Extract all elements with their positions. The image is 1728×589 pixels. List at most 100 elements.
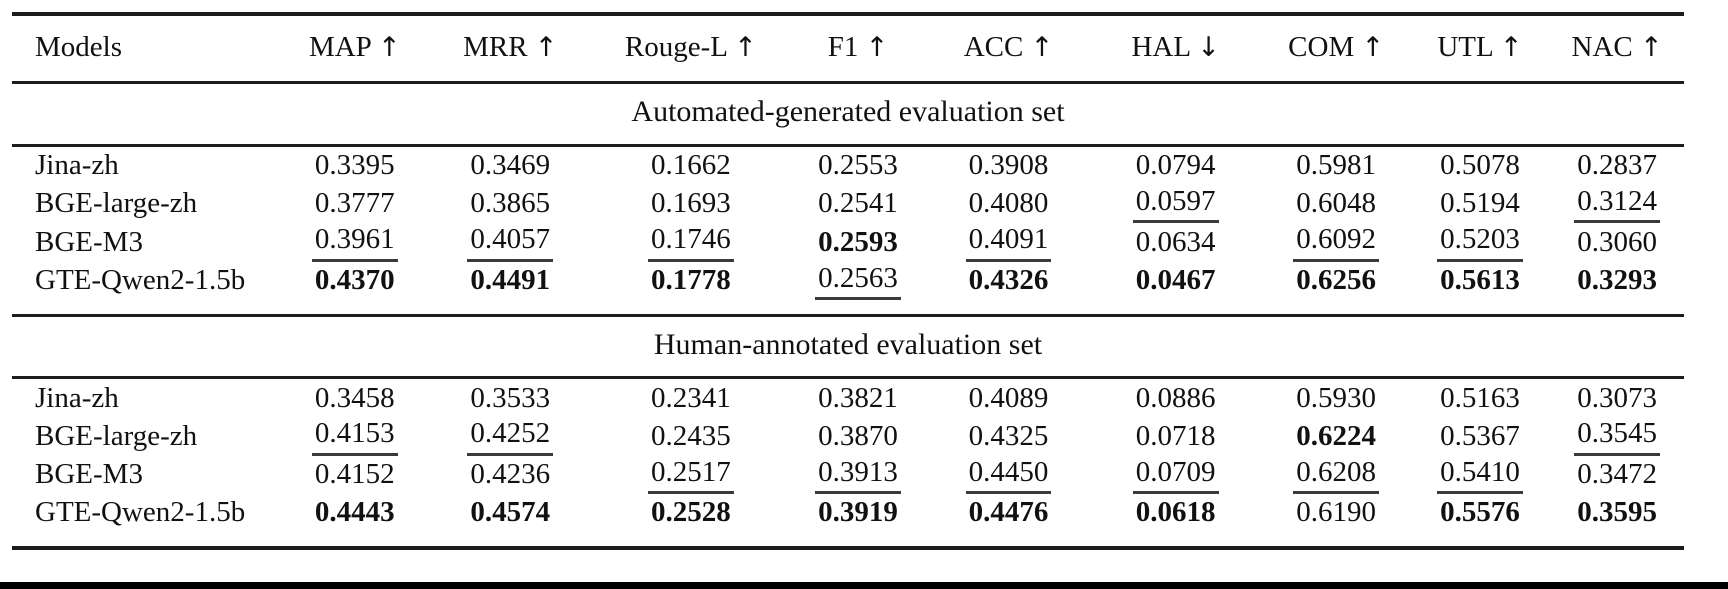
model-name-cell: GTE-Qwen2-1.5b xyxy=(12,261,283,317)
up-arrow-icon: ↑ xyxy=(534,32,558,63)
metric-value: 0.2528 xyxy=(650,496,731,529)
metric-value: 0.2593 xyxy=(818,225,898,258)
metric-value-cell: 0.1746 xyxy=(594,223,788,262)
table-section: Automated-generated evaluation set Jina-z… xyxy=(12,82,1684,317)
metric-value: 0.2837 xyxy=(1577,149,1657,182)
metric-value-cell: 0.6092 xyxy=(1263,223,1410,262)
model-name-cell: BGE-M3 xyxy=(35,225,143,258)
table-header: Models MAP ↑ MRR ↑ Rouge-L ↑ F1 ↑ ACC ↑ HAL ↓ C… xyxy=(12,14,1684,85)
metric-value-cell: 0.2593 xyxy=(788,223,928,261)
column-header-nac: NAC ↑ xyxy=(1550,14,1684,85)
metric-value-cell: 0.2341 xyxy=(594,378,788,418)
model-name-cell: Jina-zh xyxy=(35,149,119,182)
metric-value-cell: 0.0794 xyxy=(1089,145,1263,185)
metric-value-cell: 0.3469 xyxy=(427,145,594,185)
metric-value-cell: 0.6224 xyxy=(1263,417,1410,455)
up-arrow-icon: ↑ xyxy=(377,32,401,63)
results-table: Models MAP ↑ MRR ↑ Rouge-L ↑ F1 ↑ ACC ↑ HAL ↓ C… xyxy=(12,12,1684,551)
metric-value-cell: 0.3865 xyxy=(427,185,594,223)
metric-value: 0.2553 xyxy=(818,149,898,182)
metric-value-cell: 0.1693 xyxy=(594,185,788,223)
column-header-f1: F1 ↑ xyxy=(787,14,929,85)
metric-value: 0.3961 xyxy=(311,223,398,262)
metric-value-cell: 0.3293 xyxy=(1550,261,1684,317)
metric-value-cell: 0.3472 xyxy=(1550,456,1684,494)
metric-value: 0.3913 xyxy=(815,456,901,495)
metric-value: 0.6224 xyxy=(1296,419,1377,452)
table-section: Human-annotated evaluation set Jina-zh 0.3… xyxy=(12,315,1684,550)
metric-value-cell: 0.2553 xyxy=(788,145,928,185)
model-name-cell: Jina-zh xyxy=(35,381,119,414)
metric-value-cell: 0.2837 xyxy=(1550,145,1684,185)
metric-value: 0.0794 xyxy=(1135,149,1216,182)
metric-value-cell: 0.0718 xyxy=(1089,417,1263,455)
metric-value-cell: 0.2563 xyxy=(787,261,929,317)
table-row: Jina-zh 0.3395 0.3469 0.1662 0.2553 0.3908 0.0… xyxy=(12,145,1684,185)
metric-value-cell: 0.0618 xyxy=(1088,494,1263,550)
metric-value-cell: 0.1662 xyxy=(594,145,788,185)
metric-value-cell: 0.3395 xyxy=(283,145,427,185)
metric-value-cell: 0.4089 xyxy=(928,378,1089,418)
metric-value: 0.4057 xyxy=(467,223,554,262)
up-arrow-icon: ↑ xyxy=(1640,32,1663,63)
metric-value: 0.3469 xyxy=(470,149,551,182)
metric-value: 0.4491 xyxy=(470,264,551,297)
metric-value-cell: 0.4443 xyxy=(282,494,427,550)
metric-value-cell: 0.3913 xyxy=(788,456,928,495)
metric-value-cell: 0.4236 xyxy=(427,456,594,494)
metric-value: 0.5930 xyxy=(1296,381,1377,414)
metric-value: 0.3395 xyxy=(314,149,395,182)
metric-value: 0.5576 xyxy=(1440,496,1520,529)
metric-value: 0.4574 xyxy=(470,496,551,529)
metric-value: 0.5613 xyxy=(1440,264,1520,297)
metric-value-cell: 0.4326 xyxy=(928,261,1089,317)
metric-value: 0.4152 xyxy=(314,458,395,491)
column-label: NAC xyxy=(1571,31,1633,63)
metric-value: 0.0618 xyxy=(1135,496,1216,529)
metric-value: 0.4080 xyxy=(968,187,1049,220)
metric-value-cell: 0.5194 xyxy=(1410,185,1550,223)
metric-value-cell: 0.0467 xyxy=(1088,261,1263,317)
column-header-com: COM ↑ xyxy=(1262,14,1410,85)
metric-value-cell: 0.6190 xyxy=(1262,494,1410,550)
metric-value-cell: 0.0709 xyxy=(1089,456,1263,495)
metric-value: 0.4089 xyxy=(968,381,1049,414)
metric-value: 0.4252 xyxy=(467,417,554,456)
metric-value-cell: 0.5930 xyxy=(1263,378,1410,418)
metric-value: 0.1662 xyxy=(650,149,731,182)
metric-value-cell: 0.0597 xyxy=(1089,185,1263,224)
metric-value-cell: 0.0886 xyxy=(1089,378,1263,418)
metric-value-cell: 0.3545 xyxy=(1550,417,1684,456)
metric-value-cell: 0.3777 xyxy=(283,185,427,223)
metric-value-cell: 0.6256 xyxy=(1262,261,1410,317)
table-row: BGE-large-zh 0.3777 0.3865 0.1693 0.2541 0.40… xyxy=(12,185,1684,224)
metric-value: 0.4476 xyxy=(968,496,1049,529)
metric-value-cell: 0.1778 xyxy=(593,261,788,317)
metric-value: 0.6190 xyxy=(1296,496,1377,529)
metric-value: 0.2341 xyxy=(650,381,731,414)
column-label: MRR xyxy=(463,31,528,63)
metric-value: 0.4450 xyxy=(965,456,1052,495)
table-row: BGE-large-zh 0.4153 0.4252 0.2435 0.3870 0.43… xyxy=(12,417,1684,456)
metric-value: 0.3865 xyxy=(470,187,551,220)
metric-value-cell: 0.2435 xyxy=(594,417,788,455)
metric-value-cell: 0.3821 xyxy=(788,378,928,418)
metric-value: 0.4370 xyxy=(314,264,395,297)
metric-value: 0.1746 xyxy=(647,223,734,262)
metric-value-cell: 0.3073 xyxy=(1550,378,1684,418)
metric-value: 0.0886 xyxy=(1135,381,1216,414)
column-label: HAL xyxy=(1131,31,1190,63)
metric-value-cell: 0.3908 xyxy=(928,145,1089,185)
column-label: COM xyxy=(1288,31,1355,63)
metric-value: 0.3073 xyxy=(1577,381,1657,414)
table-row: GTE-Qwen2-1.5b 0.4443 0.4574 0.2528 0.3919 0.… xyxy=(12,494,1684,550)
metric-value: 0.3060 xyxy=(1577,225,1657,258)
metric-value: 0.2563 xyxy=(815,262,901,300)
metric-value-cell: 0.4057 xyxy=(427,223,594,262)
model-name-cell: BGE-M3 xyxy=(35,458,143,491)
metric-value: 0.3919 xyxy=(818,496,898,529)
metric-value-cell: 0.6208 xyxy=(1263,456,1410,495)
metric-value: 0.1778 xyxy=(650,264,731,297)
section-title-row: Automated-generated evaluation set xyxy=(12,82,1684,147)
column-label: MAP xyxy=(308,31,371,63)
